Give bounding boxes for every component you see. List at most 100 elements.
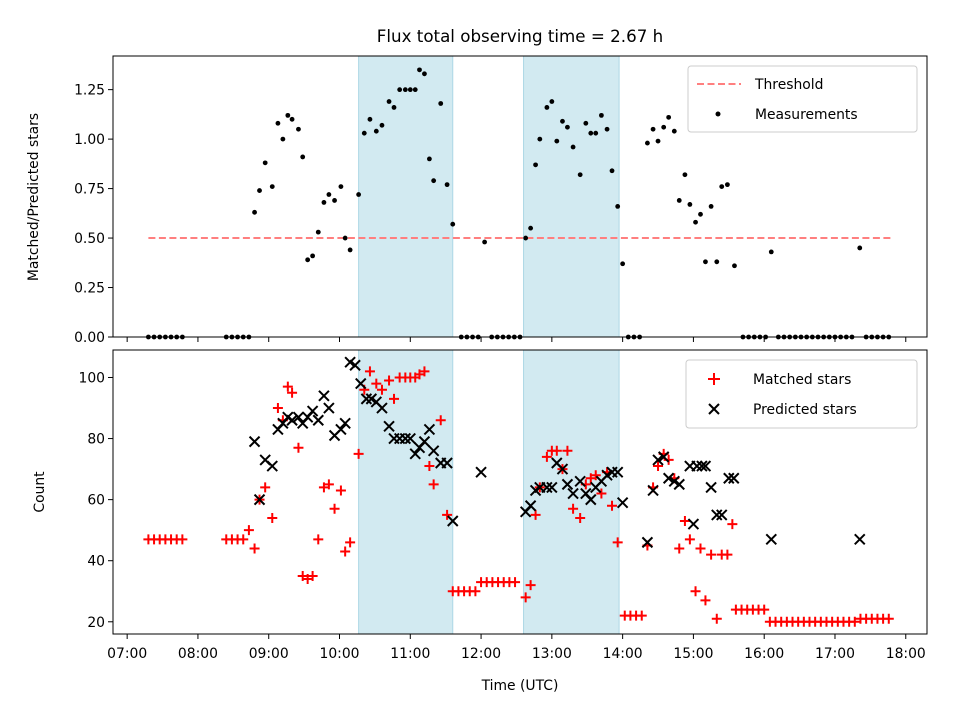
- top-observing-window-1: [523, 55, 620, 338]
- chart-title: Flux total observing time = 2.67 h: [377, 26, 663, 46]
- measurement-point: [422, 71, 427, 77]
- matched-star-point: [674, 543, 685, 554]
- matched-star-point: [345, 537, 356, 548]
- x-tick-label: 15:00: [673, 646, 713, 662]
- measurement-point: [523, 235, 529, 241]
- measurement-point: [289, 116, 295, 122]
- predicted-star-point: [541, 481, 553, 494]
- predicted-star-point: [355, 377, 367, 390]
- matched-star-point: [525, 580, 536, 591]
- measurement-point: [528, 225, 534, 231]
- predicted-star-point: [673, 478, 685, 491]
- measurement-point: [604, 126, 610, 132]
- matched-star-point: [520, 592, 531, 603]
- measurement-point: [342, 235, 348, 241]
- matched-star-point: [663, 454, 674, 465]
- matched-star-point: [727, 519, 738, 530]
- predicted-star-point: [441, 457, 453, 469]
- x-tick-label: 14:00: [603, 646, 643, 662]
- predicted-star-point: [409, 448, 421, 460]
- bottom-panel: 20 40 60 80 100 07:00 08:00 09:00 10:00 11:00 12:…: [32, 349, 928, 694]
- measurement-point: [714, 259, 720, 265]
- matched-star-point: [849, 616, 860, 627]
- legend-measurements-label: Measurements: [755, 107, 858, 123]
- matched-star-point: [575, 512, 586, 523]
- matched-star-point: [364, 366, 375, 377]
- predicted-star-point: [662, 472, 675, 484]
- matched-star-point: [695, 543, 706, 554]
- bottom-observing-windows: [358, 349, 620, 635]
- legend-predicted-swatch: [708, 403, 720, 415]
- measurement-point: [310, 253, 316, 259]
- measurement-point: [703, 259, 708, 265]
- measurement-point: [671, 128, 677, 134]
- measurement-point: [593, 130, 599, 136]
- measurement-point: [252, 209, 257, 215]
- bottom-observing-window-0: [358, 349, 454, 635]
- legend-predicted-label: Predicted stars: [753, 402, 857, 418]
- predicted-star-point: [306, 405, 319, 417]
- matched-star-point: [596, 488, 607, 499]
- predicted-star-point: [349, 359, 361, 371]
- x-tick-label: 16:00: [744, 646, 784, 662]
- predicted-star-point: [687, 518, 700, 530]
- measurement-point: [588, 130, 594, 136]
- bottom-y-tick-label: 100: [78, 370, 105, 386]
- measurement-point: [650, 126, 656, 132]
- matched-star-point: [700, 595, 711, 606]
- measurement-point: [326, 192, 332, 197]
- predicted-star-point: [418, 435, 431, 448]
- measurement-point: [315, 229, 321, 235]
- predicted-star-point: [574, 475, 586, 488]
- matched-star-point: [530, 509, 541, 520]
- measurement-point: [402, 87, 408, 93]
- x-tick-label: 18:00: [886, 646, 926, 662]
- matched-star-point: [282, 381, 293, 392]
- matched-star-point: [883, 613, 894, 624]
- predicted-star-point: [567, 487, 579, 500]
- matched-star-point: [340, 546, 351, 557]
- matched-star-point: [238, 534, 249, 545]
- predicted-star-point: [524, 500, 537, 512]
- matched-star-point: [510, 577, 521, 588]
- measurement-point: [379, 122, 385, 128]
- matched-star-point: [607, 500, 618, 511]
- measurement-point: [544, 105, 550, 110]
- predicted-star-point: [696, 460, 708, 472]
- matched-star-point: [177, 534, 188, 545]
- predicted-star-point: [657, 451, 670, 463]
- predicted-star-point: [335, 423, 347, 436]
- measurement-point: [332, 198, 337, 203]
- measurement-point: [431, 178, 437, 184]
- measurement-point: [698, 211, 703, 217]
- top-y-tick-label: 1.00: [74, 132, 105, 148]
- bottom-legend-box: [685, 359, 918, 429]
- matched-star-point: [353, 448, 364, 459]
- measurement-point: [661, 124, 667, 130]
- bottom-y-tick-label: 60: [87, 493, 105, 509]
- x-tick-label: 11:00: [390, 646, 430, 662]
- legend-matched-label: Matched stars: [753, 372, 851, 388]
- measurement-point: [549, 99, 555, 104]
- measurement-point: [554, 138, 560, 144]
- measurement-point: [373, 128, 379, 134]
- measurement-point: [450, 221, 456, 227]
- measurement-point: [482, 239, 488, 245]
- matched-star-point: [590, 470, 601, 481]
- x-tick-label: 07:00: [107, 646, 147, 662]
- predicted-star-point: [854, 533, 866, 546]
- predicted-star-point: [699, 460, 712, 472]
- measurement-point: [583, 120, 589, 126]
- x-axis-label: Time (UTC): [481, 678, 559, 694]
- predicted-star-point: [585, 493, 597, 506]
- predicted-star-point: [360, 393, 373, 405]
- predicted-star-point: [423, 423, 436, 436]
- measurement-point: [417, 67, 422, 73]
- measurement-point: [565, 124, 570, 130]
- matched-star-point: [690, 586, 701, 597]
- measurement-point: [386, 99, 392, 104]
- bottom-y-tick-label: 80: [87, 432, 105, 448]
- measurement-point: [768, 249, 774, 255]
- measurement-point: [676, 198, 682, 203]
